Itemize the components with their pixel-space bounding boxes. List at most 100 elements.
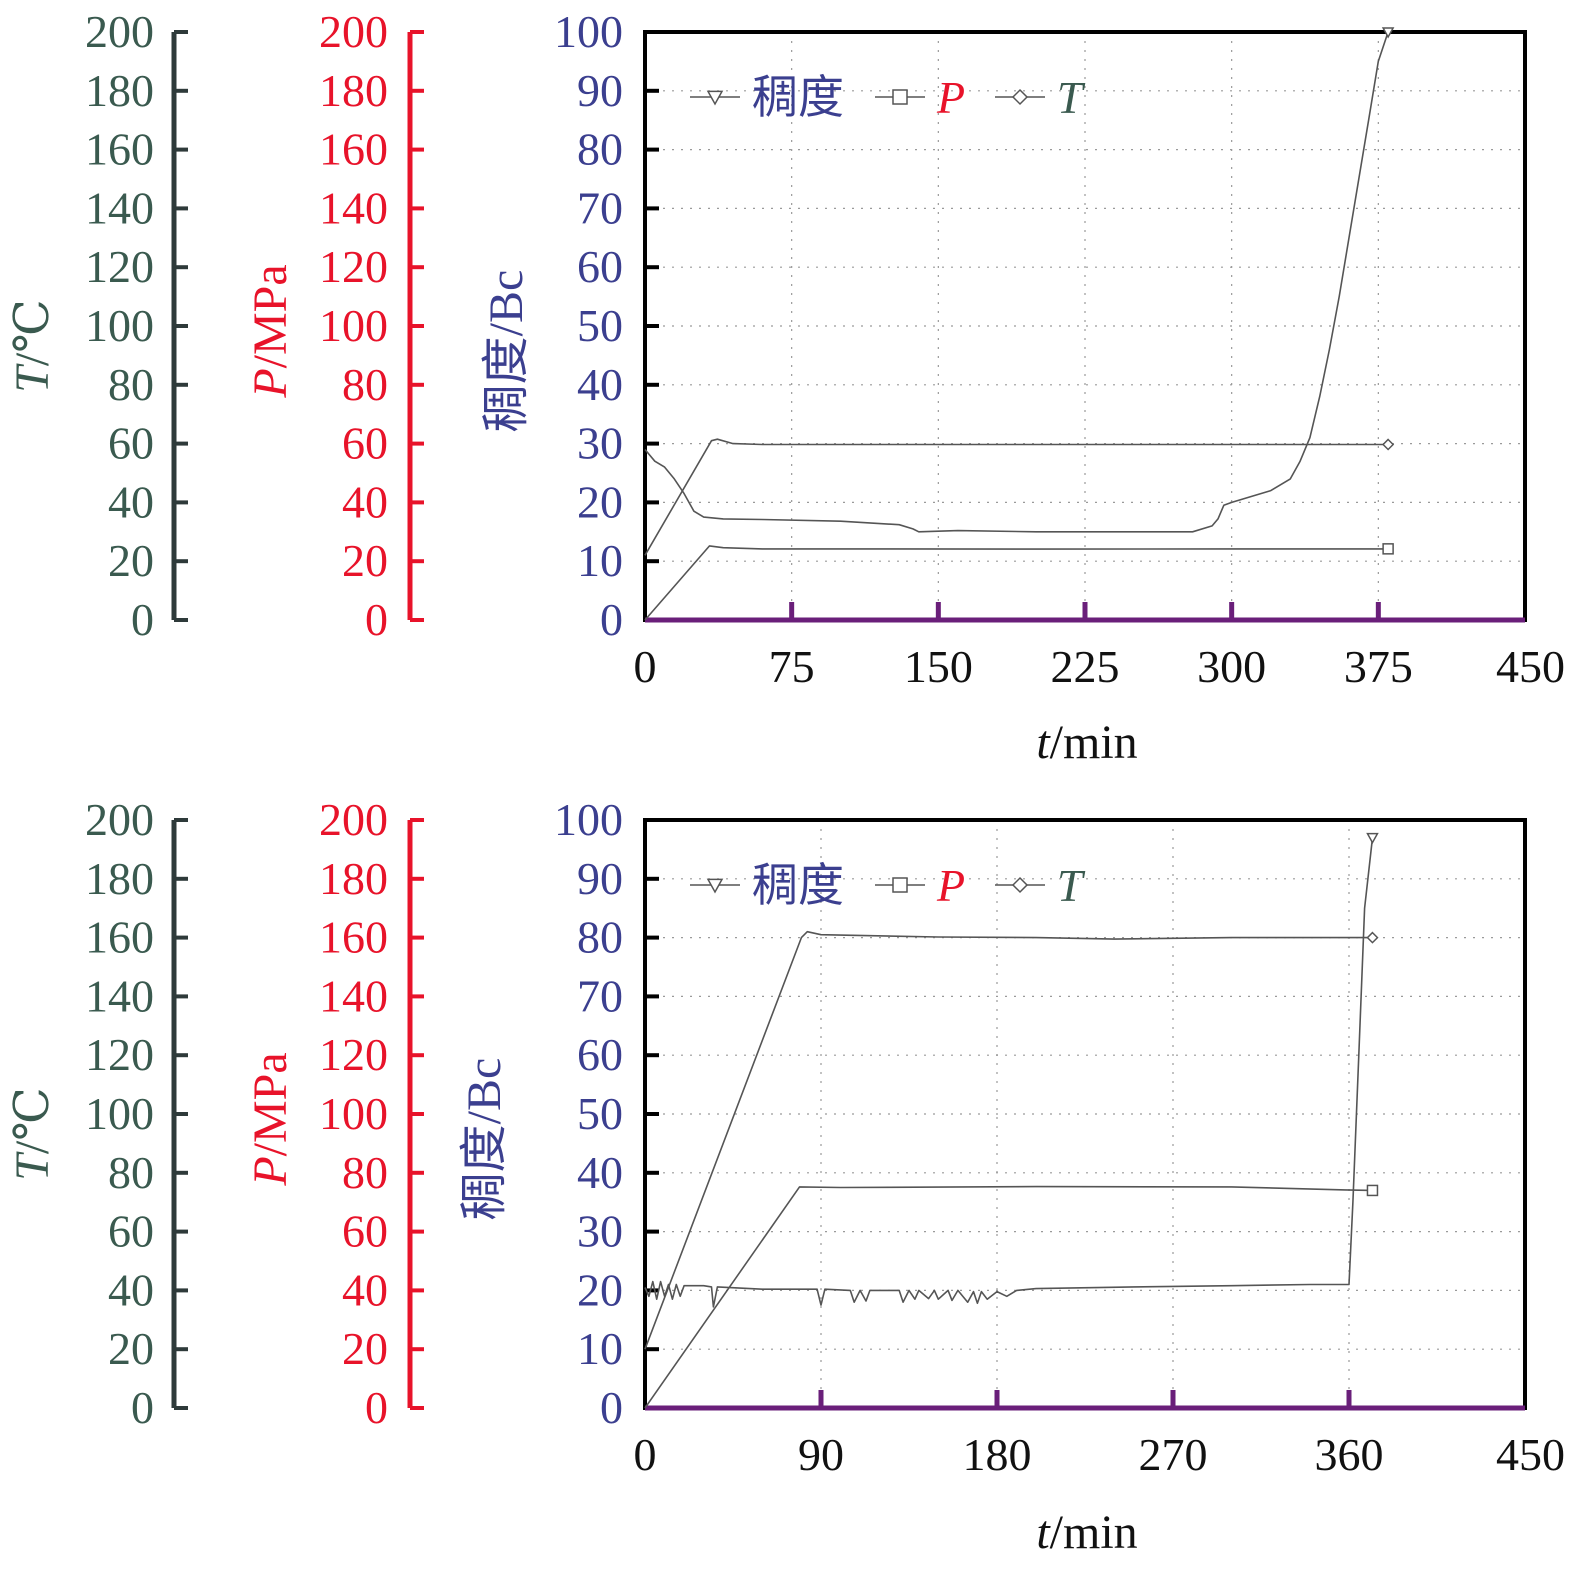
legend-label: P <box>936 860 965 911</box>
legend-item-2: P <box>875 72 965 123</box>
consistency-tick-label: 70 <box>577 182 623 233</box>
pressure-tick-label: 160 <box>319 912 388 963</box>
legend-label: P <box>936 72 965 123</box>
consistency-tick-label: 100 <box>554 6 623 57</box>
pressure-tick-label: 20 <box>342 535 388 586</box>
x-tick-label: 90 <box>798 1429 844 1480</box>
temperature-axis-title: T/℃ <box>6 1087 59 1181</box>
consistency-tick-label: 0 <box>600 594 623 645</box>
pressure-axis: 0 20 40 60 80 100 120 140 160 180 200 P/MPa <box>244 794 424 1433</box>
x-axis-symbol: t <box>1036 1506 1051 1559</box>
legend-marker <box>892 89 908 105</box>
consistency-tick-label: 70 <box>577 970 623 1021</box>
pressure-axis-unit: /MPa <box>244 1052 297 1156</box>
pressure-tick-label: 140 <box>319 970 388 1021</box>
consistency-axis: 0 10 20 30 40 50 60 70 80 90 100 稠度/Bc <box>458 794 659 1433</box>
temperature-tick-label: 160 <box>85 124 154 175</box>
legend-label: T <box>1057 860 1086 911</box>
pressure-tick-label: 200 <box>319 794 388 845</box>
temperature-tick-label: 180 <box>85 65 154 116</box>
temperature-series-line <box>644 930 1373 1350</box>
pressure-tick-label: 120 <box>319 1029 388 1080</box>
consistency-tick-label: 40 <box>577 359 623 410</box>
temperature-tick-label: 200 <box>85 794 154 845</box>
pressure-tick-label: 0 <box>365 1382 388 1433</box>
consistency-axis-title: 稠度/Bc <box>480 270 533 433</box>
pressure-axis-symbol: P <box>244 368 297 398</box>
legend-label: 稠度 <box>752 72 844 123</box>
x-tick-label: 375 <box>1344 641 1413 692</box>
legend-label: 稠度 <box>752 860 844 911</box>
consistency-tick-label: 50 <box>577 300 623 351</box>
consistency-axis: 0 10 20 30 40 50 60 70 80 90 100 稠度/Bc <box>480 6 659 645</box>
legend-item-1: 稠度 <box>690 72 844 123</box>
temperature-tick-label: 0 <box>131 594 154 645</box>
consistency-tick-label: 20 <box>577 1264 623 1315</box>
temperature-axis: 0 20 40 60 80 100 120 140 160 180 200 T/℃ <box>6 6 188 645</box>
chart-panel-2: 020406080100120140160180200T/℃0204060801… <box>6 794 1565 1559</box>
legend-item-1: 稠度 <box>690 860 844 911</box>
temperature-tick-label: 100 <box>85 300 154 351</box>
consistency-tick-label: 40 <box>577 1147 623 1198</box>
consistency-tick-label: 0 <box>600 1382 623 1433</box>
temperature-tick-label: 0 <box>131 1382 154 1433</box>
consistency-tick-label: 90 <box>577 65 623 116</box>
pressure-axis: 0 20 40 60 80 100 120 140 160 180 200 P/MPa <box>244 6 424 645</box>
x-tick-label: 450 <box>1496 1429 1565 1480</box>
x-tick-label: 0 <box>634 641 657 692</box>
x-tick-label: 75 <box>769 641 815 692</box>
legend-item-3: T <box>995 72 1086 123</box>
legend-label: T <box>1057 72 1086 123</box>
x-tick-label: 450 <box>1496 641 1565 692</box>
consistency-tick-label: 20 <box>577 476 623 527</box>
x-axis-title: t/min <box>1036 716 1137 769</box>
legend-marker <box>1011 88 1029 106</box>
consistency-tick-label: 80 <box>577 912 623 963</box>
temperature-tick-label: 60 <box>108 418 154 469</box>
consistency-series-line <box>644 31 1389 533</box>
pressure-tick-label: 140 <box>319 182 388 233</box>
pressure-axis-title: P/MPa <box>244 264 297 398</box>
pressure-series-line <box>644 1185 1373 1409</box>
temperature-axis: 0 20 40 60 80 100 120 140 160 180 200 T/℃ <box>6 794 188 1433</box>
temperature-tick-label: 80 <box>108 359 154 410</box>
legend: 稠度 P T <box>690 72 1086 123</box>
consistency-tick-label: 10 <box>577 535 623 586</box>
x-axis-unit: /min <box>1050 716 1138 769</box>
consistency-series-marker <box>1366 832 1379 845</box>
x-axis: 0 90 180 270 360 450 t/min <box>634 1390 1565 1559</box>
pressure-tick-label: 200 <box>319 6 388 57</box>
temperature-axis-unit: /℃ <box>6 1087 59 1154</box>
consistency-tick-label: 60 <box>577 1029 623 1080</box>
pressure-series-marker <box>1366 1184 1379 1197</box>
consistency-series-line <box>644 837 1374 1308</box>
consistency-tick-label: 90 <box>577 853 623 904</box>
series-group <box>644 27 1395 621</box>
temperature-tick-label: 120 <box>85 241 154 292</box>
temperature-axis-title: T/℃ <box>6 299 59 393</box>
x-axis-unit: /min <box>1050 1506 1138 1559</box>
pressure-tick-label: 160 <box>319 124 388 175</box>
consistency-tick-label: 30 <box>577 1206 623 1257</box>
legend-marker <box>892 877 908 893</box>
temperature-tick-label: 140 <box>85 182 154 233</box>
consistency-tick-label: 80 <box>577 124 623 175</box>
temperature-series-line <box>644 438 1389 556</box>
pressure-tick-label: 180 <box>319 853 388 904</box>
pressure-tick-label: 100 <box>319 300 388 351</box>
temperature-tick-label: 40 <box>108 476 154 527</box>
x-axis-symbol: t <box>1036 716 1051 769</box>
pressure-axis-title: P/MPa <box>244 1052 297 1186</box>
temperature-tick-label: 120 <box>85 1029 154 1080</box>
pressure-tick-label: 80 <box>342 359 388 410</box>
legend-item-3: T <box>995 860 1086 911</box>
temperature-tick-label: 40 <box>108 1264 154 1315</box>
consistency-series-marker <box>1381 27 1395 39</box>
legend-marker <box>706 878 724 894</box>
x-axis: 0 75 150 225 300 375 450 t/min <box>634 602 1565 769</box>
temperature-tick-label: 60 <box>108 1206 154 1257</box>
pressure-tick-label: 80 <box>342 1147 388 1198</box>
x-tick-label: 225 <box>1051 641 1120 692</box>
x-axis-title: t/min <box>1036 1506 1137 1559</box>
